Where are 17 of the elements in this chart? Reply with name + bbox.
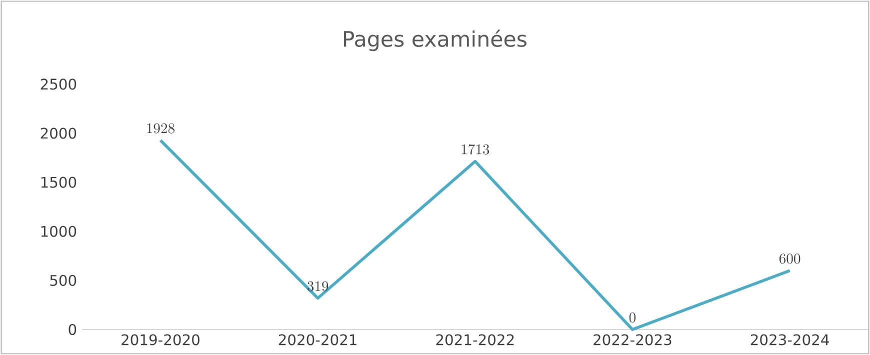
y-tick-label: 1500: [41, 176, 76, 188]
y-tick-label: 500: [50, 274, 76, 286]
data-label: 1928: [147, 123, 174, 134]
data-label: 600: [779, 254, 800, 264]
x-tick-label: 2022-2023: [594, 334, 672, 346]
data-label: 1713: [462, 144, 490, 154]
x-tick-label: 2020-2021: [278, 334, 356, 346]
x-tick-label: 2019-2020: [122, 334, 200, 346]
data-label: 319: [307, 281, 328, 292]
y-tick-label: 2000: [40, 128, 76, 139]
y-tick-label: 2500: [40, 78, 76, 90]
y-tick-label: 0: [68, 324, 76, 336]
chart-title: Pages examinées: [344, 30, 526, 52]
y-tick-label: 1000: [41, 226, 76, 237]
data-label: 0: [629, 312, 636, 323]
x-tick-label: 2021-2022: [436, 334, 514, 346]
x-tick-label: 2023-2024: [750, 334, 829, 346]
